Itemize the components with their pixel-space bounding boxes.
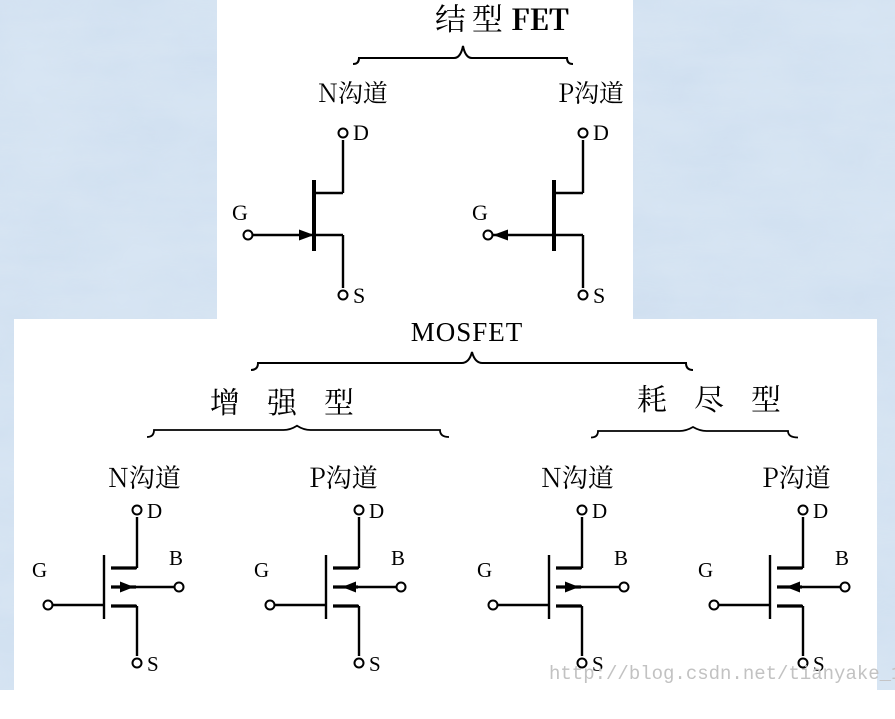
svg-text:G: G [477,558,492,582]
svg-text:MOSFET: MOSFET [411,317,524,347]
svg-text:结型FET: 结型FET [435,0,569,39]
svg-text:S: S [147,652,159,676]
svg-text:S: S [369,652,381,676]
svg-text:B: B [169,546,183,570]
svg-text:G: G [232,200,248,225]
svg-text:D: D [369,499,384,523]
svg-text:G: G [698,558,713,582]
svg-text:增强型: 增强型 [210,378,381,422]
svg-text:D: D [592,499,607,523]
svg-text:D: D [813,499,828,523]
svg-text:耗尽型: 耗尽型 [637,375,808,419]
svg-text:D: D [593,120,609,145]
svg-text:B: B [391,546,405,570]
svg-text:S: S [353,283,365,308]
svg-text:D: D [147,499,162,523]
svg-text:G: G [472,200,488,225]
svg-text:N沟道: N沟道 [318,74,388,110]
svg-text:G: G [32,558,47,582]
svg-text:P沟道: P沟道 [309,458,378,495]
svg-text:N沟道: N沟道 [108,458,181,495]
svg-text:N沟道: N沟道 [541,458,614,495]
svg-text:B: B [835,546,849,570]
svg-text:P沟道: P沟道 [762,458,831,495]
svg-text:G: G [254,558,269,582]
svg-text:P沟道: P沟道 [558,74,624,110]
svg-text:S: S [593,283,605,308]
svg-text:B: B [614,546,628,570]
svg-text:http://blog.csdn.net/tianyake_: http://blog.csdn.net/tianyake_1 [549,663,895,685]
svg-text:D: D [353,120,369,145]
